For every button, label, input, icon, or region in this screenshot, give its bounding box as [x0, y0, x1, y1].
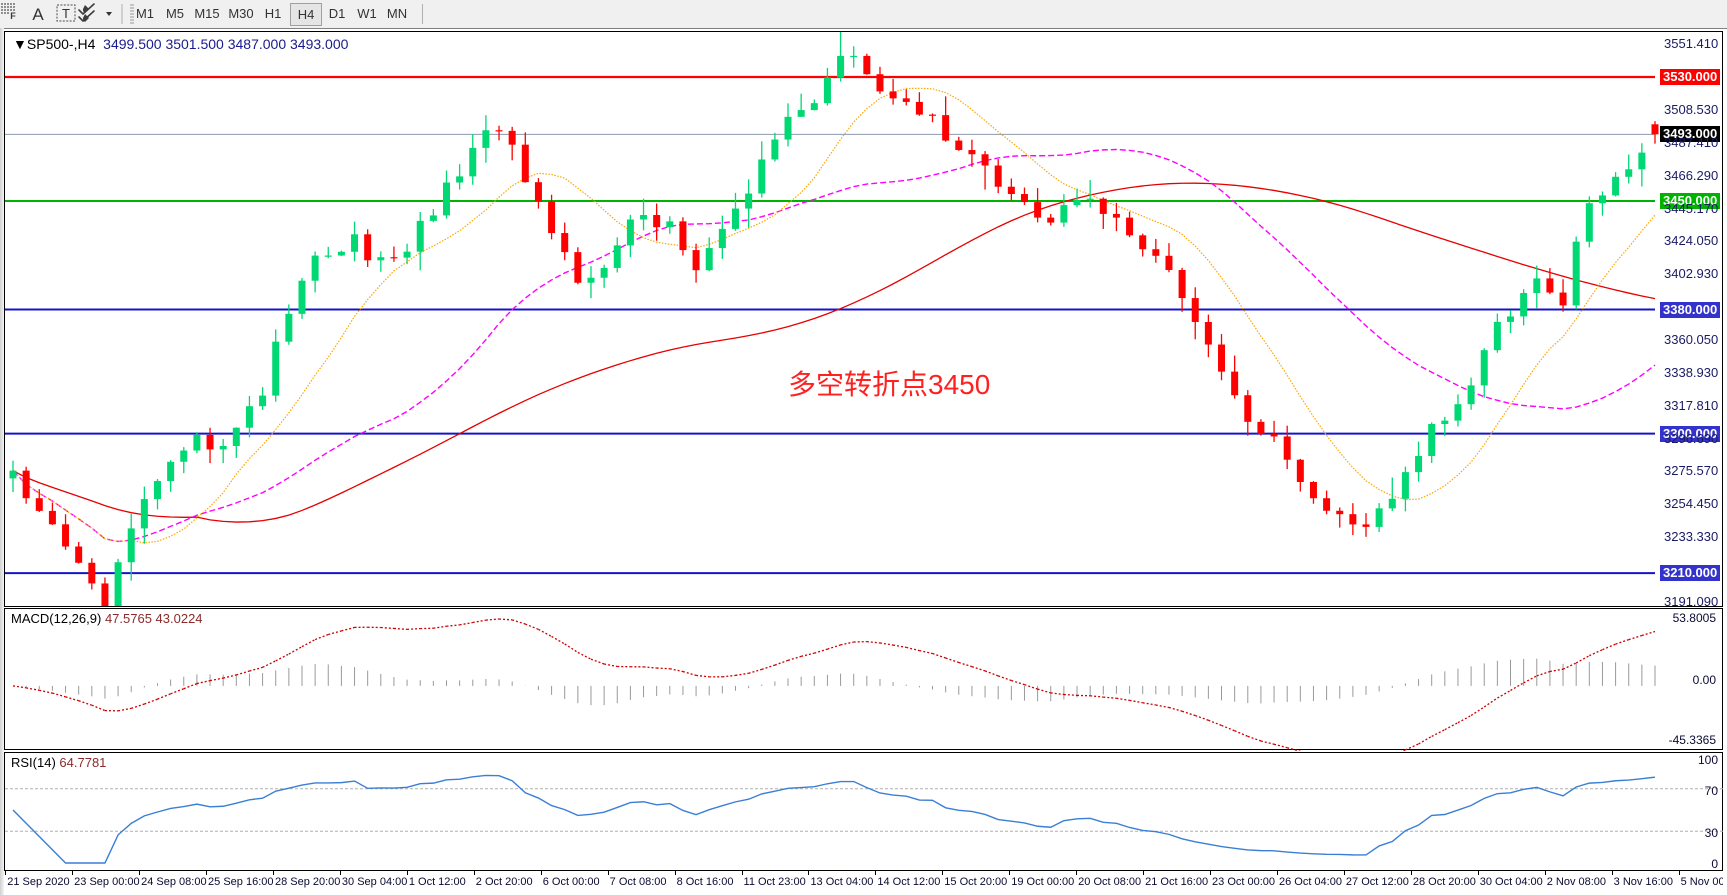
svg-text:F: F [10, 11, 16, 21]
svg-text:A: A [32, 5, 44, 24]
svg-text:T: T [62, 6, 70, 21]
